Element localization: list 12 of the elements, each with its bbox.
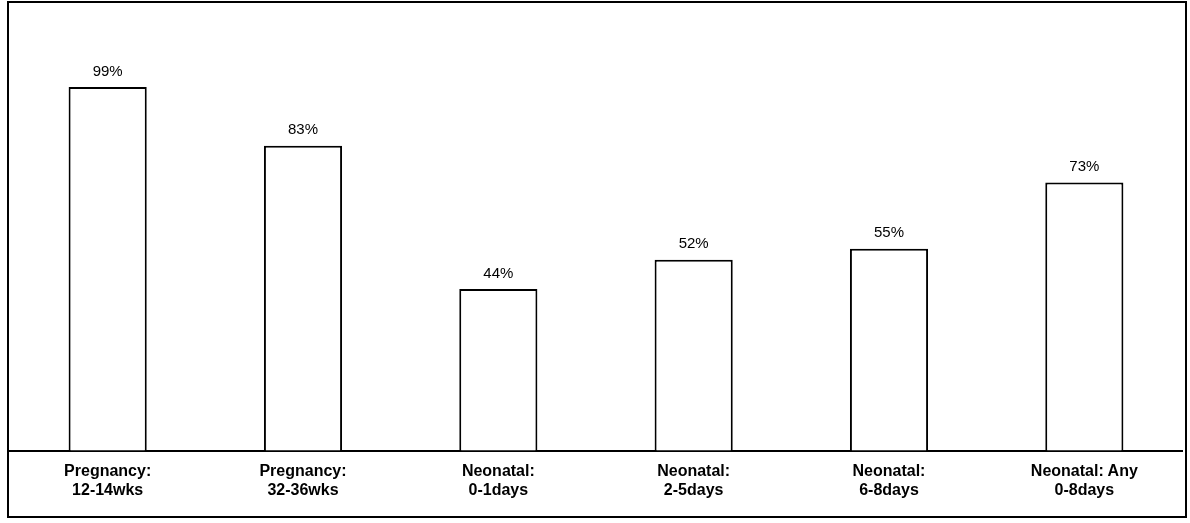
- data-label: 44%: [483, 263, 514, 281]
- data-label: 99%: [92, 61, 123, 79]
- x-tick-label: Neonatal: Any 0-8days: [1030, 461, 1138, 498]
- data-label: 52%: [678, 234, 709, 252]
- x-tick-label: Neonatal: 2-5days: [657, 461, 731, 498]
- x-tick-label: Pregnancy: 12-14wks: [64, 461, 152, 498]
- data-label: 73%: [1069, 157, 1100, 175]
- x-tick-label: Neonatal: 0-1days: [461, 461, 535, 498]
- data-label: 55%: [873, 223, 905, 241]
- x-tick-label: Neonatal: 6-8days: [852, 461, 926, 498]
- x-tick-label: Pregnancy: 32-36wks: [259, 461, 347, 498]
- data-label: 83%: [287, 120, 319, 138]
